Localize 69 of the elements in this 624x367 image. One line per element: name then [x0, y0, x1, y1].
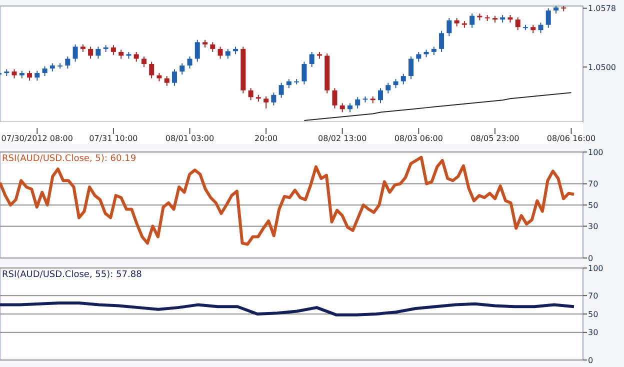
y-tick-label: 30 — [588, 222, 598, 231]
candlestick — [149, 61, 154, 79]
candlestick — [386, 82, 391, 94]
line-series — [304, 92, 572, 121]
candlestick — [187, 56, 192, 70]
x-tick-label: 08/05 23:00 — [470, 134, 520, 143]
candlestick — [470, 13, 475, 28]
candlestick — [264, 96, 269, 109]
x-tick-label: 08/01 03:00 — [165, 134, 214, 143]
x-tick-label: 07/30/2012 08:00 — [1, 134, 74, 143]
y-tick-label: 70 — [588, 291, 598, 300]
y-tick-label: 30 — [588, 328, 598, 338]
candlestick — [248, 88, 254, 101]
candlestick — [271, 92, 276, 106]
candlestick — [88, 46, 94, 60]
candlestick — [446, 18, 452, 37]
candlestick — [210, 42, 216, 52]
candlestick — [302, 61, 307, 85]
y-tick-label: 70 — [588, 180, 598, 189]
candlestick — [400, 73, 406, 85]
candlestick — [65, 56, 70, 70]
candlestick — [194, 39, 200, 62]
chart-title: RSI(AUD/USD.Close, 5): 60.19 — [2, 154, 136, 164]
chart-title: RSI(AUD/USD.Close, 55): 57.88 — [2, 270, 142, 280]
candlestick — [42, 66, 48, 77]
candlestick — [355, 96, 360, 109]
candlestick — [110, 44, 116, 56]
y-tick-label: 50 — [588, 200, 598, 210]
candlestick — [172, 68, 177, 86]
candlestick — [141, 56, 146, 68]
candlestick — [340, 102, 345, 113]
candlestick — [27, 70, 32, 82]
candlestick — [439, 30, 444, 52]
x-tick-label: 07/31 10:00 — [89, 134, 138, 143]
candlestick — [118, 49, 124, 60]
candlestick — [34, 70, 40, 82]
x-tick-label: 20:00 — [254, 134, 278, 143]
candlestick — [347, 102, 352, 113]
y-tick-label: 1.0500 — [588, 62, 616, 72]
candlestick — [416, 51, 422, 62]
y-tick-label: 0 — [588, 356, 594, 365]
y-tick-label: 1.0578 — [588, 4, 616, 14]
candlestick — [225, 48, 230, 60]
x-tick-label: 08/03 06:00 — [394, 134, 443, 143]
line-series — [0, 301, 576, 316]
x-tick-label: 08/06 16:00 — [546, 134, 596, 143]
candlestick — [164, 76, 170, 86]
y-tick-label: 0 — [588, 254, 594, 263]
candlestick — [332, 88, 338, 109]
candlestick — [546, 8, 551, 28]
candlestick — [96, 46, 101, 60]
candlestick — [218, 46, 223, 60]
candlestick — [12, 68, 17, 79]
candlestick — [393, 78, 398, 89]
candlestick — [72, 44, 78, 62]
candlestick — [309, 51, 314, 68]
y-tick-label: 50 — [588, 310, 598, 319]
line-series — [0, 156, 576, 246]
candlestick — [180, 62, 185, 76]
candlestick — [286, 78, 292, 89]
y-tick-label: 100 — [588, 264, 604, 273]
candlestick — [278, 82, 284, 98]
candlestick — [378, 88, 383, 104]
candlestick — [538, 22, 544, 34]
y-tick-label: 100 — [588, 148, 604, 157]
candlestick — [408, 56, 414, 80]
candlestick — [134, 51, 139, 62]
candlestick — [515, 16, 520, 31]
x-tick-label: 08/02 13:00 — [318, 134, 367, 143]
